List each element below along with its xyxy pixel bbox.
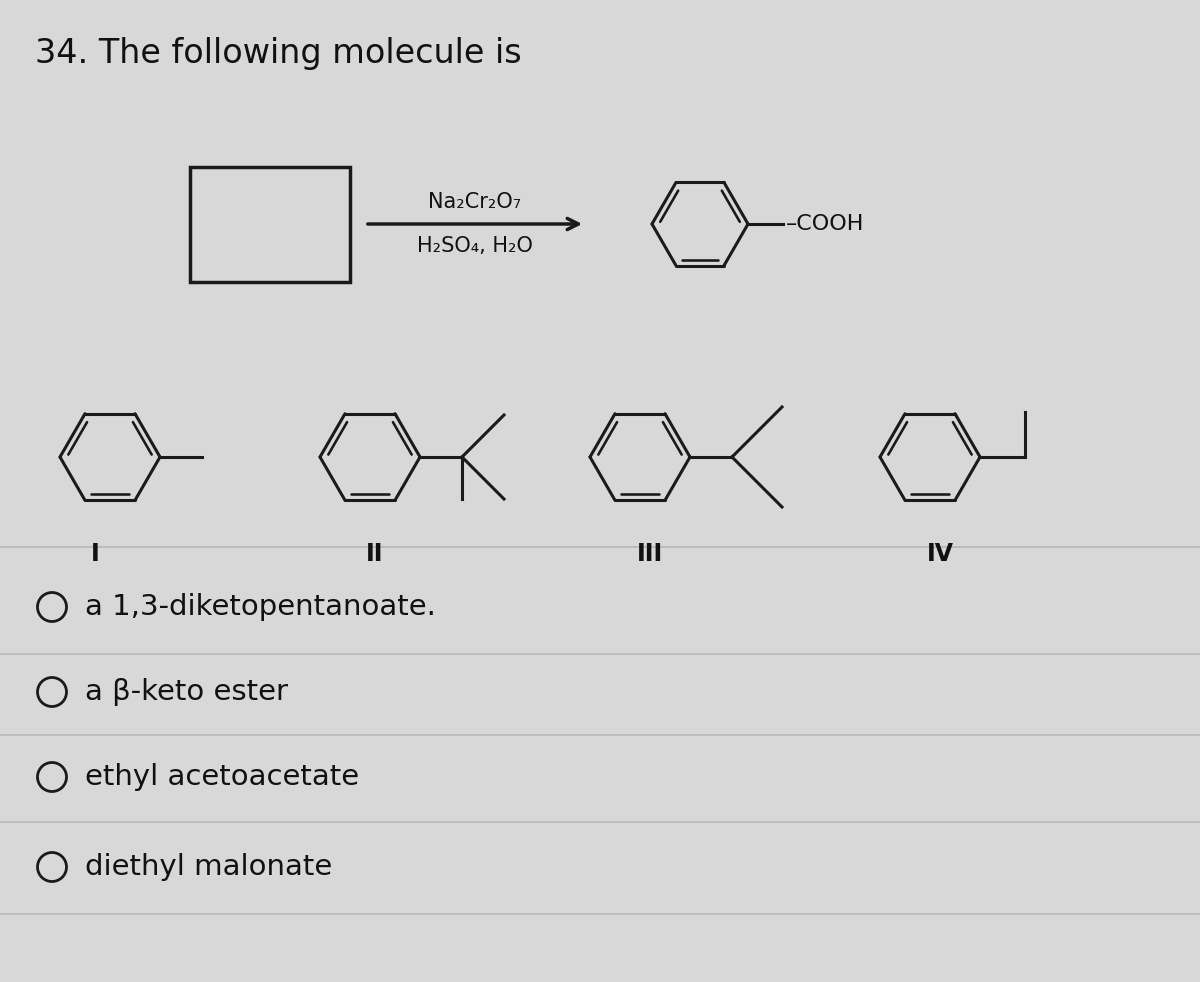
Text: 34. The following molecule is: 34. The following molecule is: [35, 37, 522, 70]
Text: III: III: [637, 542, 664, 566]
Text: a 1,3-diketopentanoate.: a 1,3-diketopentanoate.: [85, 593, 436, 621]
Text: IV: IV: [926, 542, 954, 566]
Text: II: II: [366, 542, 384, 566]
Bar: [190, 167, 350, 282]
Text: Na₂Cr₂O₇: Na₂Cr₂O₇: [428, 192, 522, 212]
Text: H₂SO₄, H₂O: H₂SO₄, H₂O: [418, 236, 533, 256]
Text: –COOH: –COOH: [786, 214, 864, 234]
Text: diethyl malonate: diethyl malonate: [85, 853, 332, 881]
Text: ethyl acetoacetate: ethyl acetoacetate: [85, 763, 359, 791]
Text: I: I: [91, 542, 100, 566]
Text: a β-keto ester: a β-keto ester: [85, 678, 288, 706]
